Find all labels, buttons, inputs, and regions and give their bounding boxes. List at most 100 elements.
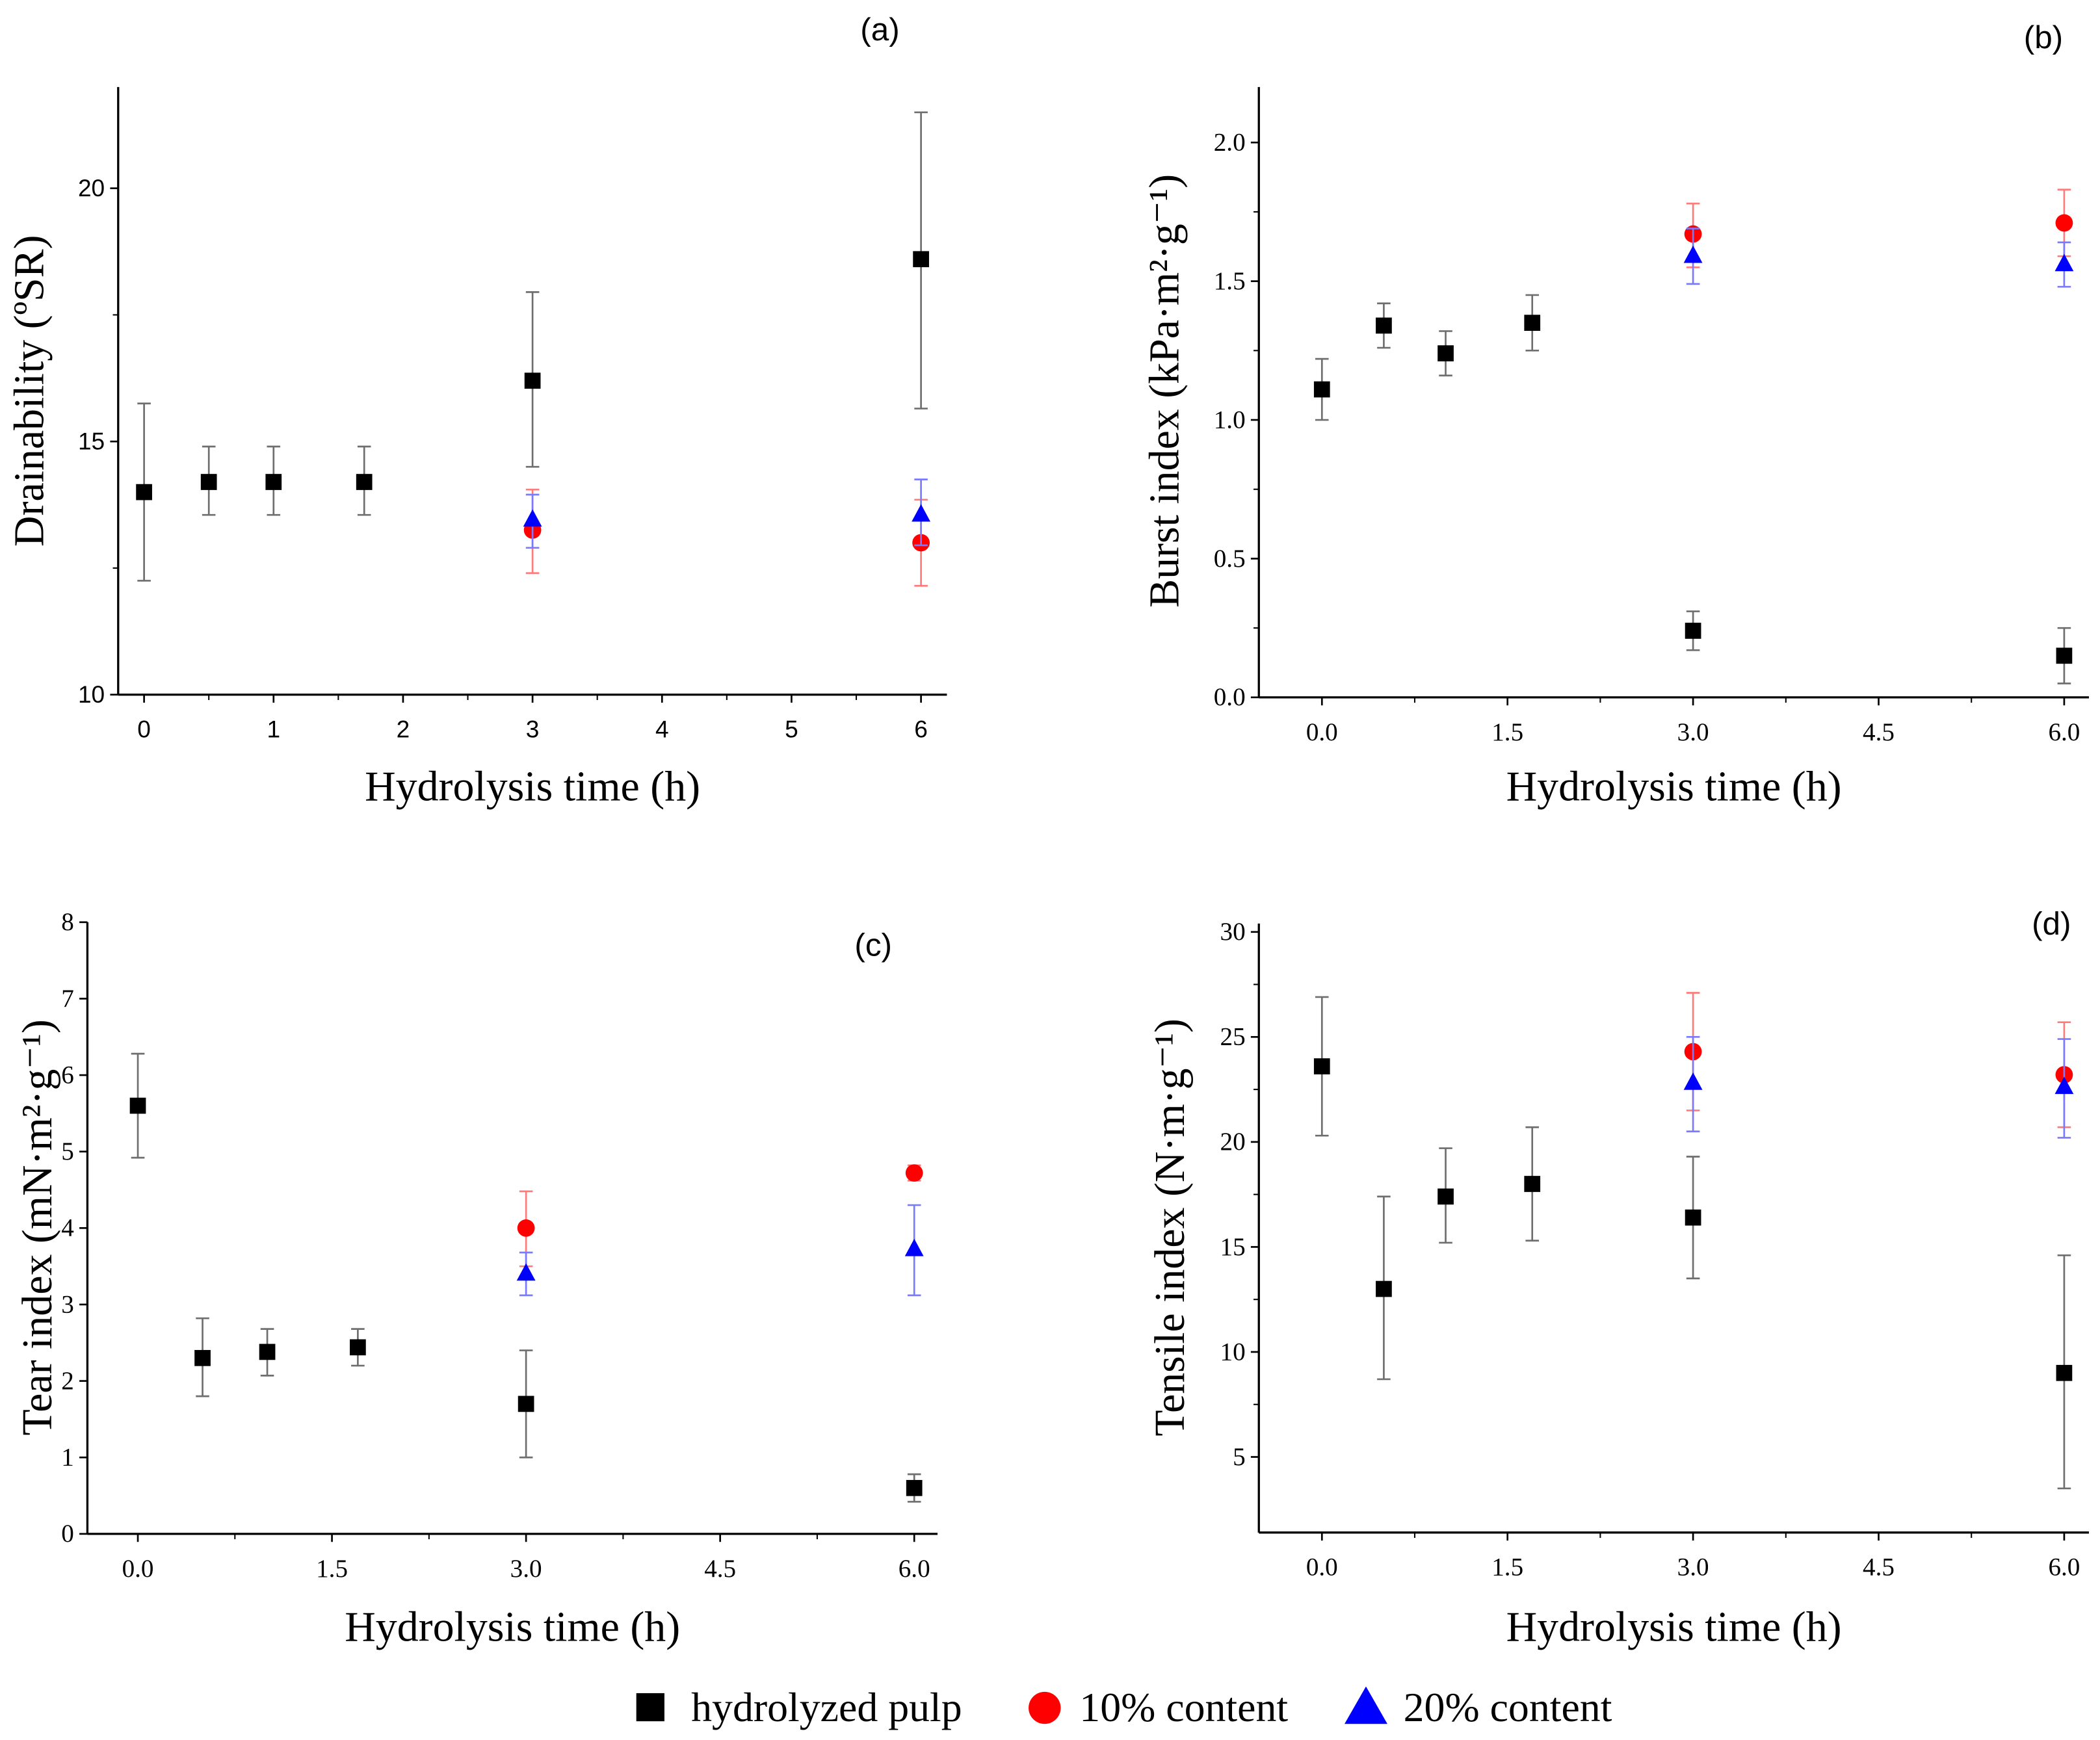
series-10-content [1684, 992, 2073, 1128]
series-20-content [1683, 1035, 2074, 1139]
y-tick-label: 0.0 [1214, 683, 1246, 711]
data-point-square [1313, 381, 1330, 398]
y-tick-label: 6 [61, 1061, 74, 1089]
x-tick-label: 1.5 [1491, 1553, 1523, 1581]
chart-panel-a: 0 1 2 3 4 5 6 10 15 20 Hydrolysis time (h) Drainabi… [5, 12, 947, 810]
chart-panel-d: 0.0 1.5 3.0 4.5 6.0 5 10 15 20 25 30 Hydrolysis tim… [1146, 905, 2089, 1651]
x-tick-label: 1 [267, 716, 280, 743]
series-20-content [1683, 227, 2074, 288]
data-point-square [1685, 623, 1701, 639]
data-point-circle [2055, 214, 2073, 232]
data-point-square [136, 484, 152, 500]
series-hydrolyzed-pulp [1313, 294, 2073, 684]
data-point-square [129, 1097, 146, 1114]
series-10-content [517, 1164, 923, 1267]
y-tick-label: 7 [61, 985, 74, 1013]
y-tick-label: 2.0 [1214, 129, 1246, 157]
data-point-square [1524, 315, 1541, 331]
y-tick-label: 10 [1220, 1338, 1246, 1366]
x-tick-label: 3.0 [510, 1555, 542, 1583]
y-tick-label: 8 [61, 908, 74, 936]
series-hydrolyzed-pulp [1313, 996, 2073, 1490]
x-tick-label: 3.0 [1677, 1553, 1709, 1581]
x-tick-label: 0.0 [122, 1555, 154, 1583]
data-point-triangle [1683, 245, 1703, 263]
x-axis-title: Hydrolysis time (h) [365, 762, 700, 810]
y-tick-label: 30 [1220, 918, 1246, 946]
data-point-triangle [904, 1238, 924, 1256]
x-tick-label: 5 [785, 716, 798, 743]
y-tick-label: 4 [61, 1214, 74, 1242]
data-point-square [259, 1344, 276, 1360]
data-point-square [2056, 1364, 2073, 1381]
x-tick-label: 0.0 [1306, 718, 1338, 746]
data-point-square [1376, 1280, 1392, 1297]
panel-label: (c) [854, 927, 892, 963]
series-10-content [523, 488, 930, 587]
data-point-triangle [2054, 253, 2074, 272]
data-point-square [906, 1479, 923, 1496]
x-tick-label: 3.0 [1677, 718, 1709, 746]
data-point-circle [905, 1164, 923, 1182]
y-tick-label: 2 [61, 1367, 74, 1395]
y-tick-label: 1.5 [1214, 267, 1246, 295]
x-tick-label: 1.5 [1491, 718, 1523, 746]
legend-marker-20-content [1345, 1686, 1387, 1724]
y-tick-label: 25 [1220, 1023, 1246, 1051]
legend-label-20-content: 20% content [1404, 1684, 1612, 1730]
x-tick-label: 6.0 [2048, 718, 2080, 746]
x-tick-label: 1.5 [316, 1555, 348, 1583]
data-point-square [194, 1349, 211, 1366]
data-point-square [1437, 345, 1454, 361]
x-tick-label: 6.0 [899, 1555, 930, 1583]
y-tick-label: 5 [1233, 1443, 1246, 1471]
legend-label-10-content: 10% content [1079, 1684, 1288, 1730]
y-tick-label: 5 [61, 1137, 74, 1165]
y-tick-label: 20 [1220, 1128, 1246, 1156]
series-hydrolyzed-pulp [136, 111, 929, 582]
data-point-triangle [2054, 1076, 2074, 1095]
y-axis-title: Tear index (mN·m²·g⁻¹) [14, 1019, 61, 1435]
chart-panel-b: 0.0 1.5 3.0 4.5 6.0 0.0 0.5 1.0 1.5 2.0 Hydrolysis… [1141, 19, 2089, 810]
y-tick-label: 0.5 [1214, 545, 1246, 573]
x-tick-label: 3 [526, 716, 540, 743]
series-20-content [523, 478, 931, 549]
data-point-square [200, 474, 217, 490]
y-tick-label: 15 [78, 428, 105, 455]
x-tick-label: 4.5 [1863, 1553, 1895, 1581]
x-axis-title: Hydrolysis time (h) [345, 1604, 680, 1651]
data-point-square [913, 251, 929, 268]
data-point-square [356, 474, 373, 490]
series-10-content [1684, 188, 2073, 268]
y-axis-title: Drainability (ºSR) [5, 235, 53, 547]
y-tick-label: 1.0 [1214, 406, 1246, 434]
data-point-square [1376, 317, 1392, 334]
panel-label: (a) [860, 12, 899, 47]
y-tick-label: 15 [1220, 1233, 1246, 1261]
x-tick-label: 4 [655, 716, 669, 743]
y-axis-title: Tensile index (N·m·g⁻¹) [1146, 1019, 1194, 1436]
x-tick-label: 2 [397, 716, 410, 743]
x-axis-title: Hydrolysis time (h) [1506, 1604, 1842, 1651]
x-tick-label: 6.0 [2048, 1553, 2080, 1581]
data-point-circle [517, 1219, 535, 1237]
data-point-triangle [912, 504, 931, 522]
series-20-content [516, 1204, 924, 1297]
data-point-square [1313, 1058, 1330, 1074]
chart-panel-c: 0.0 1.5 3.0 4.5 6.0 0 1 2 3 4 5 6 7 8 Hydrolysis time … [14, 908, 938, 1651]
data-point-square [350, 1339, 366, 1356]
legend-label-hydrolyzed-pulp: hydrolyzed pulp [691, 1684, 962, 1730]
panel-label: (b) [2024, 19, 2063, 55]
data-point-square [1437, 1188, 1454, 1205]
y-tick-label: 3 [61, 1290, 74, 1318]
y-tick-label: 1 [61, 1444, 74, 1472]
y-tick-label: 20 [78, 174, 105, 201]
data-point-square [518, 1396, 534, 1412]
data-point-square [1685, 1209, 1701, 1226]
y-axis-title: Burst index (kPa·m²·g⁻¹) [1141, 174, 1188, 608]
y-tick-label: 10 [78, 681, 105, 708]
data-point-triangle [1683, 1072, 1703, 1090]
data-point-triangle [516, 1263, 536, 1281]
x-tick-label: 6 [914, 716, 928, 743]
